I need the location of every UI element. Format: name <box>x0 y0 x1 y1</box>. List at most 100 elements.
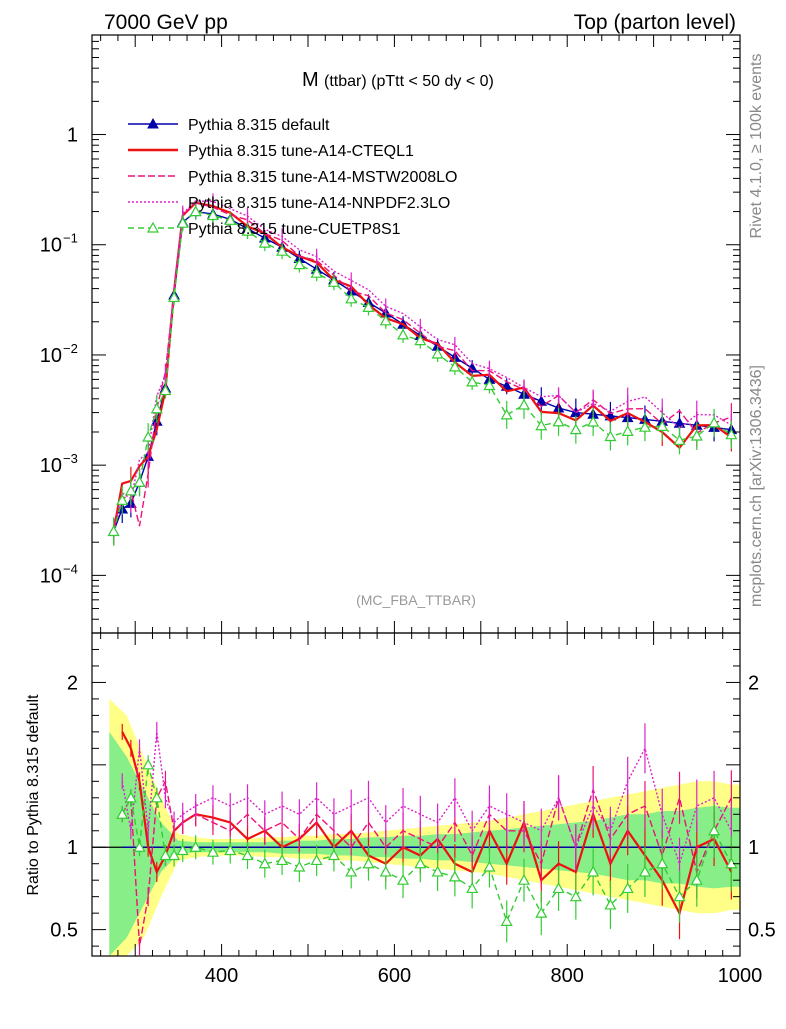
main-marker-4-30 <box>552 415 565 427</box>
ratio-marker-4-1 <box>124 791 137 803</box>
ratio-marker-4-24 <box>466 882 479 894</box>
main-marker-4-20 <box>379 314 392 326</box>
main-marker-4-34 <box>621 425 634 436</box>
ratio-series-3 <box>121 721 733 890</box>
main-marker-4-31 <box>569 423 582 435</box>
ratio-band-yellow <box>109 698 741 956</box>
main-marker-4-0 <box>107 525 120 537</box>
ratio-marker-4-23 <box>448 870 461 882</box>
legend-label-4: Pythia 8.315 tune-CUETP8S1 <box>188 221 401 238</box>
header-process-label: Top (parton level) <box>574 11 736 34</box>
x-tick-label: 800 <box>551 965 584 987</box>
ratio-marker-4-29 <box>552 882 565 894</box>
ratio-marker-4-30 <box>569 890 582 902</box>
main-marker-4-1 <box>116 494 129 505</box>
ratio-marker-4-0 <box>116 808 129 819</box>
legend-entry-3: Pythia 8.315 tune-A14-NNPDF2.3LO <box>128 195 450 212</box>
ratio-marker-4-21 <box>414 857 427 869</box>
ratio-marker-4-28 <box>535 906 548 918</box>
main-marker-4-37 <box>673 434 686 445</box>
main-marker-4-9 <box>189 205 202 217</box>
main-marker-4-23 <box>431 347 444 359</box>
main-series-4 <box>107 203 738 546</box>
ratio-marker-4-2 <box>133 840 146 852</box>
legend-entry-4: Pythia 8.315 tune-CUETP8S1 <box>128 221 401 238</box>
y-tick-label-ratio-left: 1 <box>67 837 78 859</box>
legend-marker-4 <box>146 221 160 233</box>
main-marker-4-28 <box>517 398 531 410</box>
x-tick-label: 400 <box>205 965 238 987</box>
main-marker-4-3 <box>133 475 146 487</box>
main-line-2 <box>112 202 732 532</box>
ratio-marker-4-5 <box>159 849 172 861</box>
y-tick-label-main-base: 10 <box>40 345 62 367</box>
ratio-marker-4-12 <box>258 857 271 869</box>
y-tick-label-main-base: 10 <box>40 235 62 257</box>
main-plot-curves <box>107 193 738 546</box>
main-marker-4-27 <box>500 408 513 420</box>
y-tick-label-main-exp: −2 <box>63 341 78 356</box>
main-marker-4-12 <box>241 224 254 236</box>
main-line-3 <box>112 200 732 532</box>
y-tick-label-main-base: 10 <box>40 565 62 587</box>
rivet-version-label: Rivet 4.1.0, ≥ 100k events <box>748 54 765 239</box>
main-marker-4-7 <box>168 291 181 303</box>
chart-title-sub: (ttbar) (pTtt < 50 dy < 0) <box>324 73 494 90</box>
ratio-marker-4-20 <box>397 873 410 885</box>
main-series-3 <box>112 193 732 546</box>
ratio-marker-4-6 <box>168 849 181 861</box>
ratio-marker-4-15 <box>310 854 323 866</box>
ratio-plot-curves <box>116 721 738 956</box>
legend-label-2: Pythia 8.315 tune-A14-MSTW2008LO <box>188 169 457 186</box>
ratio-marker-4-4 <box>150 791 163 803</box>
ratio-marker-4-17 <box>345 865 358 877</box>
ratio-series-4 <box>116 755 738 943</box>
ratio-axis-title: Ratio to Pythia 8.315 default <box>25 694 42 896</box>
main-marker-4-19 <box>362 301 375 313</box>
ratio-marker-4-25 <box>483 860 496 872</box>
y-tick-label-ratio-right: 1 <box>748 837 759 859</box>
ratio-marker-4-32 <box>604 898 617 910</box>
ratio-marker-4-36 <box>673 890 686 902</box>
ratio-marker-4-31 <box>587 865 600 877</box>
main-marker-4-24 <box>448 360 461 372</box>
ratio-marker-4-34 <box>638 865 651 877</box>
x-tick-label: 1000 <box>718 965 763 987</box>
y-tick-label-ratio-right: 2 <box>748 672 759 694</box>
y-tick-label-main-base: 1 <box>67 125 78 147</box>
main-marker-4-11 <box>224 214 237 225</box>
main-marker-4-6 <box>159 384 172 396</box>
legend-label-3: Pythia 8.315 tune-A14-NNPDF2.3LO <box>188 195 450 212</box>
ratio-marker-4-39 <box>725 857 738 869</box>
ratio-line-4 <box>121 764 733 924</box>
ratio-marker-4-16 <box>327 849 340 861</box>
main-marker-4-40 <box>725 428 738 440</box>
ratio-marker-4-9 <box>206 845 219 857</box>
legend-marker-0 <box>147 117 159 129</box>
ratio-marker-4-37 <box>690 873 703 885</box>
ratio-marker-4-13 <box>276 854 289 866</box>
main-marker-4-33 <box>604 430 617 442</box>
ratio-marker-4-26 <box>500 915 513 926</box>
main-marker-4-36 <box>656 420 669 431</box>
main-marker-4-18 <box>345 292 358 304</box>
legend-entry-1: Pythia 8.315 tune-A14-CTEQL1 <box>128 143 414 160</box>
main-marker-4-22 <box>414 334 427 346</box>
ratio-line-3 <box>121 731 733 866</box>
analysis-tag: (MC_FBA_TTBAR) <box>356 592 476 608</box>
main-marker-4-2 <box>124 484 137 496</box>
ratio-marker-4-22 <box>431 865 444 877</box>
ratio-marker-4-35 <box>656 857 669 869</box>
main-marker-4-39 <box>708 416 721 428</box>
main-marker-4-10 <box>206 209 219 221</box>
ratio-marker-4-10 <box>224 844 237 856</box>
ratio-marker-4-14 <box>293 860 306 872</box>
y-tick-label-main-exp: −4 <box>63 561 78 576</box>
y-tick-label-main-exp: −3 <box>63 451 78 466</box>
ratio-marker-4-33 <box>621 882 634 894</box>
mcplots-reference-label: mcplots.cern.ch [arXiv:1306.3436] <box>748 365 765 607</box>
main-marker-4-29 <box>535 419 548 431</box>
header-energy-label: 7000 GeV pp <box>104 11 228 34</box>
